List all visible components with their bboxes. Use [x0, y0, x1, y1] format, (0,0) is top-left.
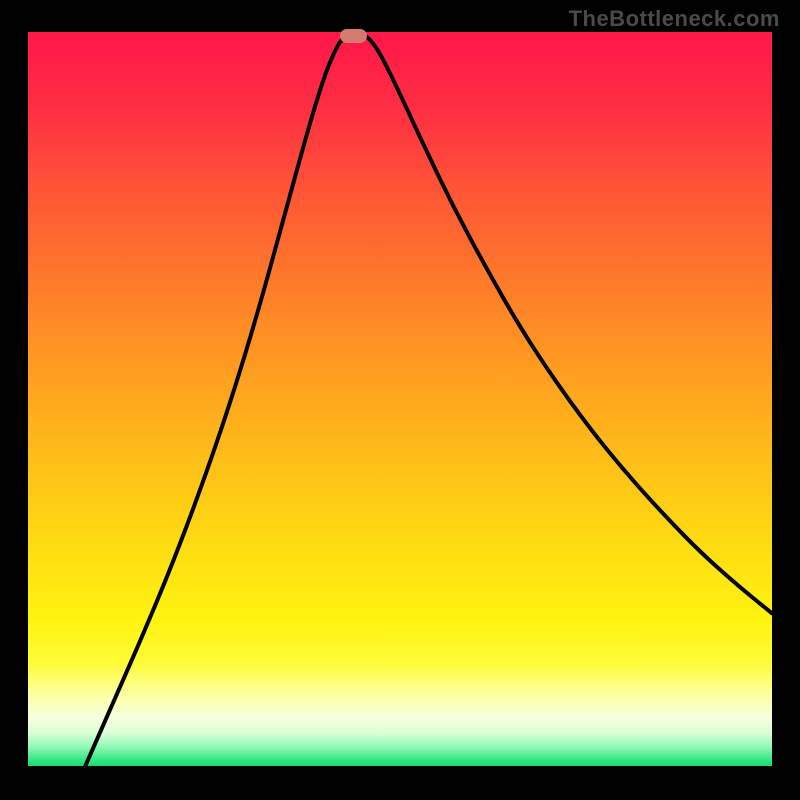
chart-plot-area	[28, 32, 772, 766]
bottleneck-curve	[85, 34, 772, 766]
bottleneck-marker	[340, 29, 367, 43]
curve-overlay	[28, 32, 772, 766]
watermark-text: TheBottleneck.com	[569, 6, 780, 32]
